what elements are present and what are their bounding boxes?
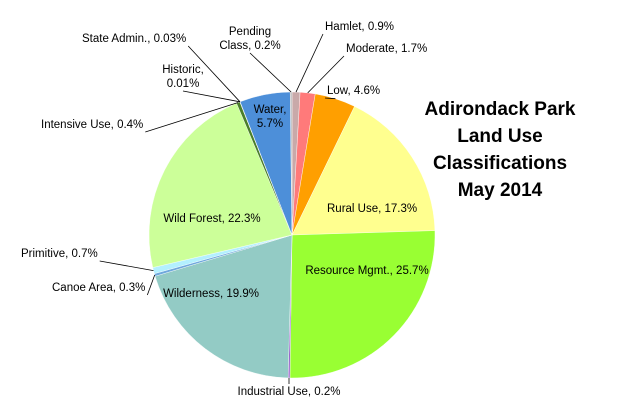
title-line-3: Classifications (433, 153, 567, 174)
label-pending-class: Pending Class, 0.2% (219, 26, 280, 52)
leader-primitive (99, 260, 154, 271)
label-hamlet: Hamlet, 0.9% (325, 21, 394, 33)
label-resource-mgmt: Resource Mgmt., 25.7% (305, 265, 428, 277)
label-primitive: Primitive, 0.7% (21, 248, 98, 260)
leader-intensive-use (145, 102, 239, 133)
label-historic: Historic, 0.01% (162, 64, 204, 90)
leader-low (324, 97, 336, 100)
leader-historic (182, 90, 240, 103)
leader-hamlet (295, 33, 324, 93)
slice-rural-use (291, 106, 436, 236)
label-state-admin: State Admin., 0.03% (82, 33, 186, 45)
slice-resource-mgmt (289, 230, 436, 379)
leader-moderate (307, 55, 345, 94)
label-rural-use: Rural Use, 17.3% (327, 203, 417, 215)
leader-pending-class (249, 52, 292, 93)
label-wilderness: Wilderness, 19.9% (163, 288, 259, 300)
label-water: Water, 5.7% (254, 104, 287, 130)
slice-wilderness (154, 234, 293, 379)
slice-labels: Hamlet, 0.9% Moderate, 1.7% Low, 4.6% Rural… (21, 21, 429, 398)
title-line-2: Land Use (457, 126, 543, 147)
leader-lines (99, 33, 345, 384)
title-line-4: May 2014 (458, 180, 543, 201)
label-intensive-use: Intensive Use, 0.4% (41, 119, 143, 131)
leader-state-admin (187, 45, 241, 103)
leader-canoe-area (146, 274, 156, 296)
title-line-1: Adirondack Park (425, 99, 576, 120)
slice-pending-class (289, 91, 293, 236)
chart-title: Adirondack Park Land Use Classifications Ma… (425, 99, 576, 201)
label-wild-forest: Wild Forest, 22.3% (163, 213, 260, 225)
slice-wild-forest (148, 102, 293, 268)
pie-slices (148, 91, 436, 379)
label-canoe-area: Canoe Area, 0.3% (52, 282, 145, 294)
label-moderate: Moderate, 1.7% (346, 43, 427, 55)
label-low: Low, 4.6% (327, 85, 380, 97)
label-industrial-use: Industrial Use, 0.2% (238, 386, 341, 398)
